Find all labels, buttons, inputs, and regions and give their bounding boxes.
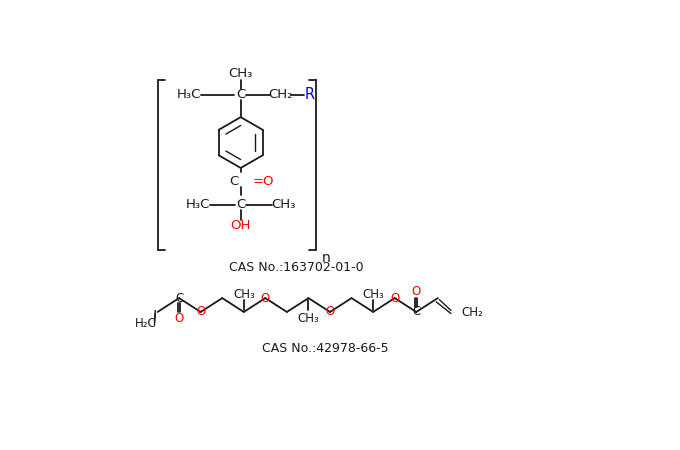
Text: O: O [175, 311, 184, 324]
Text: H₃C: H₃C [186, 198, 211, 211]
Text: OH: OH [231, 219, 251, 232]
Text: O: O [196, 306, 205, 319]
Text: C: C [236, 88, 245, 101]
Text: O: O [390, 292, 399, 305]
Text: H₂C: H₂C [135, 317, 157, 330]
Text: C: C [229, 176, 239, 188]
Text: CAS No.:42978-66-5: CAS No.:42978-66-5 [262, 342, 389, 356]
Text: n: n [322, 251, 330, 265]
Text: C: C [236, 198, 245, 211]
Text: O: O [326, 306, 335, 319]
Text: CH₂: CH₂ [462, 306, 483, 319]
Text: CH₃: CH₃ [362, 288, 384, 301]
Text: CAS No.:163702-01-0: CAS No.:163702-01-0 [229, 261, 364, 274]
Text: CH₃: CH₃ [233, 288, 254, 301]
Text: =O: =O [252, 176, 274, 188]
Text: CH₃: CH₃ [298, 311, 320, 324]
Text: CH₃: CH₃ [228, 67, 253, 80]
Text: H₃C: H₃C [177, 88, 201, 101]
Text: R: R [305, 87, 315, 102]
Text: CH₂: CH₂ [269, 88, 293, 101]
Text: O: O [411, 285, 421, 298]
Text: C: C [412, 306, 420, 319]
Text: CH₃: CH₃ [271, 198, 295, 211]
Text: O: O [260, 292, 270, 305]
Text: C: C [175, 292, 183, 305]
